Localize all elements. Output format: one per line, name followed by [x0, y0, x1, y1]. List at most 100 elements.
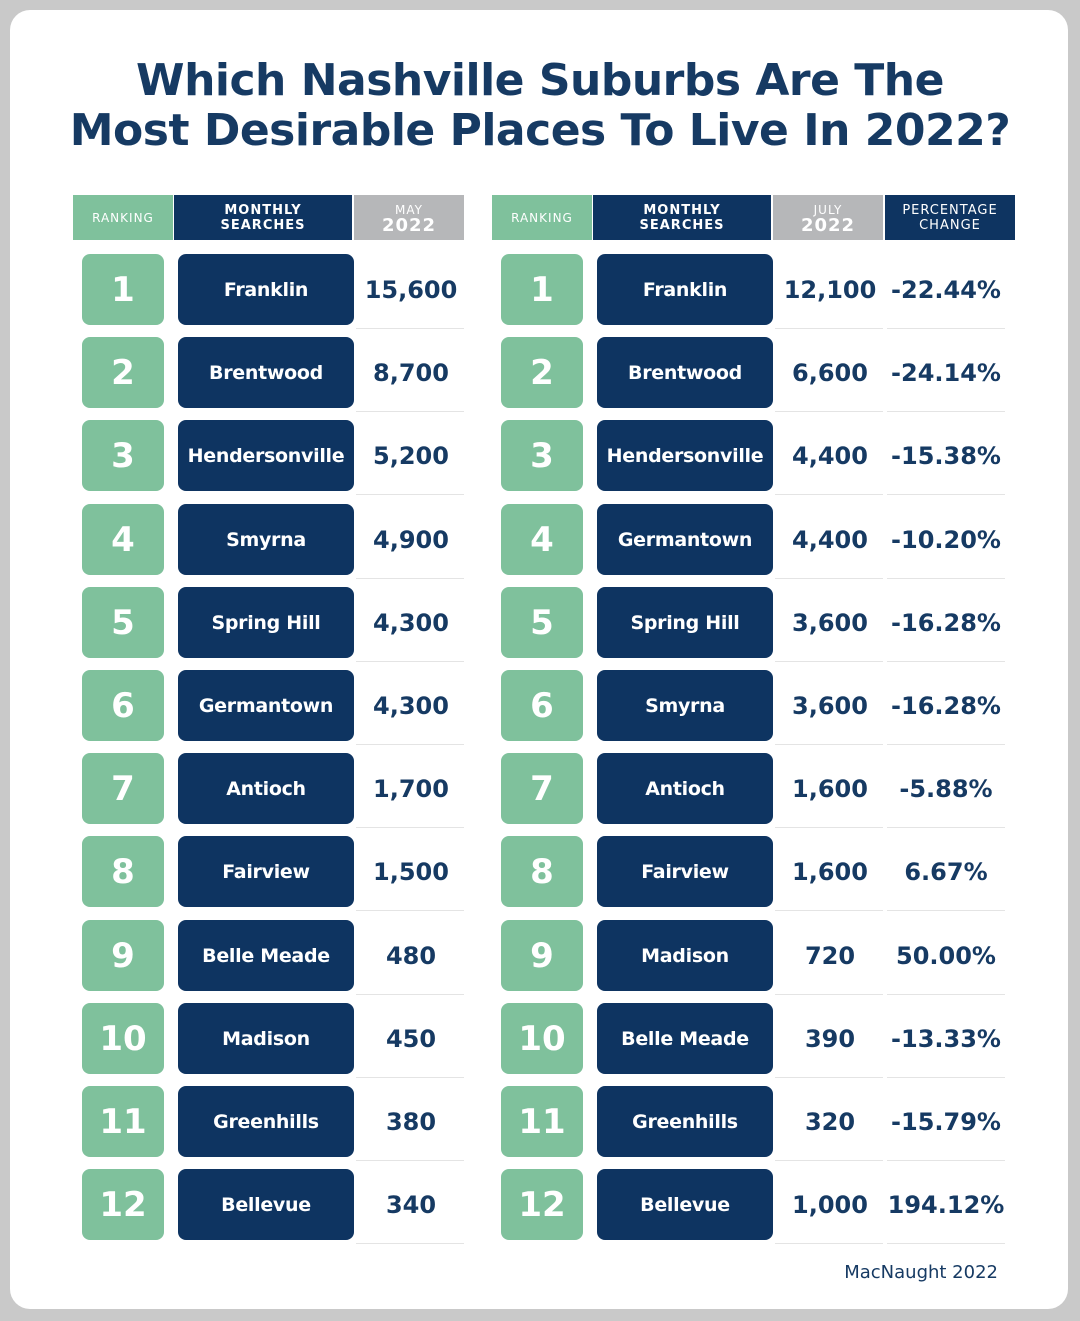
row-divider	[356, 661, 464, 662]
right-percentage-change: 50.00%	[896, 941, 996, 970]
right-suburb-name: Belle Meade	[597, 1003, 773, 1074]
row-divider	[356, 994, 464, 995]
right-july-searches: 6,600	[792, 358, 868, 387]
right-header-ranking: RANKING	[492, 195, 592, 240]
left-header-year: 2022	[381, 214, 437, 236]
left-may-searches: 8,700	[373, 358, 449, 387]
row-divider	[775, 1160, 883, 1161]
left-suburb-name: Madison	[178, 1003, 354, 1074]
left-rank-badge: 1	[82, 254, 164, 325]
right-rank-badge: 7	[501, 753, 583, 824]
right-percentage-change: -15.79%	[891, 1107, 1001, 1136]
left-may-searches: 450	[385, 1024, 437, 1053]
row-divider	[356, 910, 464, 911]
right-july-searches: 720	[804, 941, 856, 970]
left-may-searches: 1,500	[373, 857, 449, 886]
right-rank-badge: 6	[501, 670, 583, 741]
right-suburb-name: Madison	[597, 920, 773, 991]
page-title: Which Nashville Suburbs Are The Most Des…	[0, 56, 1080, 156]
left-rank-badge: 12	[82, 1169, 164, 1240]
left-suburb-name: Hendersonville	[178, 420, 354, 491]
right-suburb-name: Fairview	[597, 836, 773, 907]
row-divider	[775, 744, 883, 745]
right-percentage-change: -16.28%	[891, 608, 1001, 637]
right-july-searches: 12,100	[783, 275, 877, 304]
row-divider	[887, 1077, 1005, 1078]
row-divider	[887, 328, 1005, 329]
right-percentage-change: -16.28%	[891, 691, 1001, 720]
right-suburb-name: Franklin	[597, 254, 773, 325]
left-suburb-name: Belle Meade	[178, 920, 354, 991]
row-divider	[775, 494, 883, 495]
right-july-searches: 3,600	[792, 691, 868, 720]
right-header-searches-line2: SEARCHES	[639, 217, 725, 233]
left-suburb-name: Spring Hill	[178, 587, 354, 658]
right-july-searches: 1,600	[792, 774, 868, 803]
left-header-month-name: MAY	[395, 202, 423, 217]
right-percentage-change: -22.44%	[891, 275, 1001, 304]
right-percentage-change: 194.12%	[887, 1190, 1005, 1219]
row-divider	[356, 744, 464, 745]
row-divider	[775, 827, 883, 828]
left-rank-badge: 9	[82, 920, 164, 991]
row-divider	[775, 1077, 883, 1078]
left-rank-badge: 3	[82, 420, 164, 491]
left-suburb-name: Brentwood	[178, 337, 354, 408]
row-divider	[887, 661, 1005, 662]
right-suburb-name: Germantown	[597, 504, 773, 575]
right-header-year: 2022	[800, 214, 856, 236]
row-divider	[887, 494, 1005, 495]
right-header-searches: MONTHLY SEARCHES	[593, 195, 771, 240]
row-divider	[887, 578, 1005, 579]
left-may-searches: 15,600	[364, 275, 458, 304]
title-line-1: Which Nashville Suburbs Are The	[136, 55, 944, 106]
right-rank-badge: 12	[501, 1169, 583, 1240]
title-line-2: Most Desirable Places To Live In 2022?	[69, 105, 1011, 156]
left-header-searches: MONTHLY SEARCHES	[174, 195, 352, 240]
left-suburb-name: Antioch	[178, 753, 354, 824]
right-july-searches: 4,400	[792, 525, 868, 554]
left-rank-badge: 10	[82, 1003, 164, 1074]
right-header-month: JULY 2022	[773, 195, 883, 240]
right-suburb-name: Brentwood	[597, 337, 773, 408]
right-suburb-name: Hendersonville	[597, 420, 773, 491]
left-may-searches: 4,300	[373, 691, 449, 720]
row-divider	[887, 1160, 1005, 1161]
right-rank-badge: 5	[501, 587, 583, 658]
row-divider	[887, 994, 1005, 995]
row-divider	[887, 827, 1005, 828]
left-rank-badge: 6	[82, 670, 164, 741]
row-divider	[775, 1243, 883, 1244]
right-header-month-name: JULY	[813, 202, 843, 217]
left-suburb-name: Bellevue	[178, 1169, 354, 1240]
left-may-searches: 4,300	[373, 608, 449, 637]
row-divider	[356, 1077, 464, 1078]
right-july-searches: 4,400	[792, 441, 868, 470]
left-suburb-name: Germantown	[178, 670, 354, 741]
right-header-change-line2: CHANGE	[919, 217, 981, 233]
left-header-ranking: RANKING	[73, 195, 173, 240]
left-may-searches: 4,900	[373, 525, 449, 554]
right-suburb-name: Spring Hill	[597, 587, 773, 658]
right-rank-badge: 9	[501, 920, 583, 991]
row-divider	[356, 578, 464, 579]
left-may-searches: 380	[385, 1107, 437, 1136]
left-suburb-name: Smyrna	[178, 504, 354, 575]
right-rank-badge: 3	[501, 420, 583, 491]
left-rank-badge: 2	[82, 337, 164, 408]
right-header-change: PERCENTAGE CHANGE	[885, 195, 1015, 240]
row-divider	[775, 578, 883, 579]
row-divider	[356, 827, 464, 828]
left-suburb-name: Fairview	[178, 836, 354, 907]
left-header-searches-line1: MONTHLY	[224, 202, 302, 218]
right-rank-badge: 4	[501, 504, 583, 575]
row-divider	[356, 494, 464, 495]
row-divider	[775, 328, 883, 329]
right-rank-badge: 10	[501, 1003, 583, 1074]
left-header-month: MAY 2022	[354, 195, 464, 240]
right-july-searches: 390	[804, 1024, 856, 1053]
right-percentage-change: -15.38%	[891, 441, 1001, 470]
credit-text: MacNaught 2022	[844, 1262, 998, 1283]
row-divider	[887, 744, 1005, 745]
right-percentage-change: -10.20%	[891, 525, 1001, 554]
